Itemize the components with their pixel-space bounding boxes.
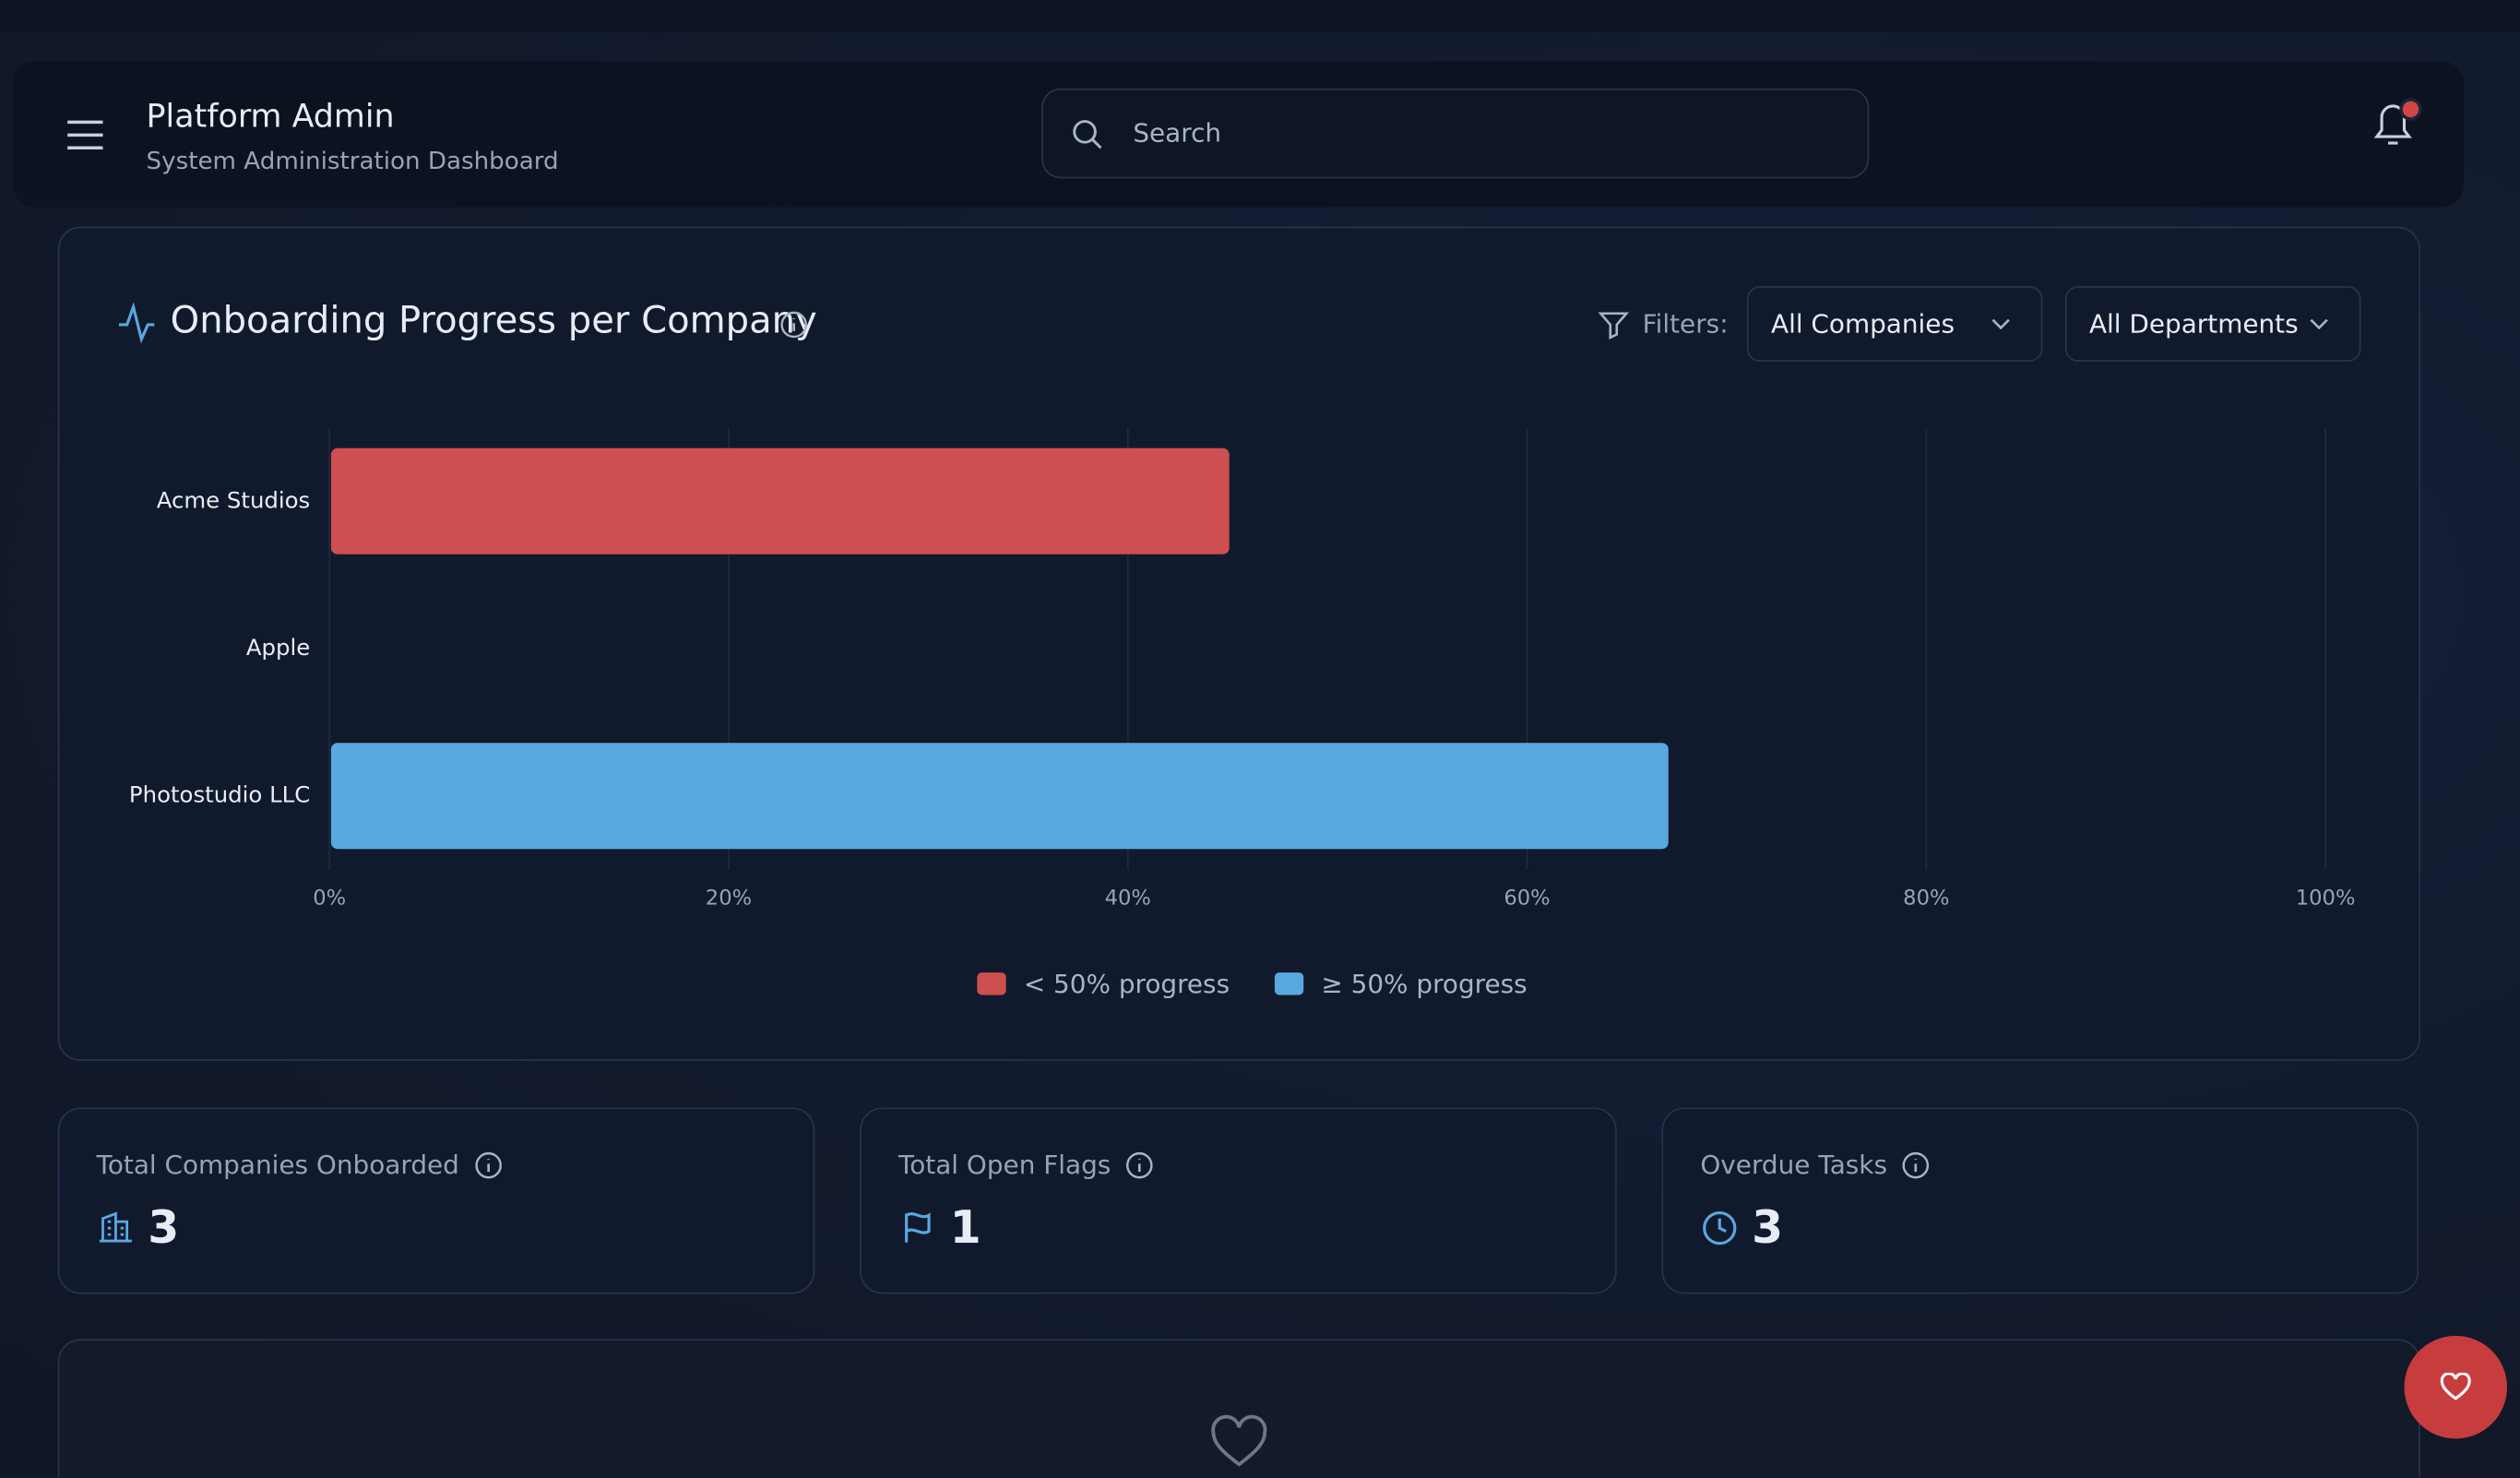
stat-card: Total Open Flags 1 [860,1107,1617,1294]
search-box[interactable]: Search [1041,88,1870,179]
info-icon[interactable] [472,1150,505,1182]
x-tick-label: 40% [1105,886,1151,910]
y-tick-label: Photostudio LLC [129,781,310,808]
info-icon[interactable] [778,309,810,341]
stat-icon [1703,1210,1737,1246]
app-subtitle: System Administration Dashboard [146,146,559,175]
bar-chart: 0% 20% 40% 60% 80% 100% Acme Studios Apple Photo… [129,427,2356,999]
info-icon[interactable] [1123,1150,1156,1182]
notification-bell[interactable] [2364,93,2429,158]
top-strip [0,0,2520,32]
dropdown-label: All Departments [2088,308,2299,340]
stat-value: 1 [949,1200,981,1254]
filter-icon [1598,312,1630,340]
company-dropdown[interactable]: All Companies [1746,286,2043,363]
menu-icon[interactable] [65,117,106,152]
stat-icon [100,1211,132,1243]
app-title: Platform Admin [146,96,395,136]
info-icon[interactable] [1899,1150,1932,1182]
search-icon [1073,120,1102,149]
chart-card: Onboarding Progress per Company Filters:… [57,226,2420,1061]
stat-label: Total Companies Onboarded [96,1149,459,1180]
chevron [2310,318,2328,330]
department-dropdown[interactable]: All Departments [2064,286,2361,363]
heart-icon [1211,1414,1267,1467]
favorite-button[interactable] [2404,1335,2507,1439]
x-tick-label: 100% [2296,886,2356,910]
dropdown-label: All Companies [1771,308,1955,340]
chevron [1991,318,2010,330]
stat-label: Total Open Flags [897,1149,1111,1180]
stat-icon [905,1212,931,1243]
stat-card: Overdue Tasks 3 [1661,1107,2419,1294]
bar [330,447,1230,554]
y-tick-label: Acme Studios [157,486,310,513]
activity-icon [118,302,155,344]
legend-swatch [977,972,1006,995]
stat-label: Overdue Tasks [1700,1149,1887,1180]
stat-card: Total Companies Onboarded 3 [57,1107,815,1294]
x-tick-label: 80% [1903,886,1949,910]
legend-swatch [1274,972,1304,995]
header: Platform Admin System Administration Das… [12,61,2464,208]
chart-title: Onboarding Progress per Company [170,300,817,343]
x-tick-label: 0% [313,886,346,910]
filters-label: Filters: [1642,308,1729,340]
legend: < 50% progress ≥ 50% progress [977,969,1527,999]
stat-value: 3 [1752,1200,1784,1254]
heart-icon [2440,1372,2471,1401]
x-tick-label: 60% [1504,886,1550,910]
search-placeholder: Search [1133,117,1222,149]
x-tick-label: 20% [706,886,752,910]
legend-label: ≥ 50% progress [1321,969,1527,999]
bar [330,743,1669,850]
bottom-card [57,1339,2420,1478]
legend-label: < 50% progress [1024,969,1230,999]
y-tick-label: Apple [246,634,310,661]
stat-value: 3 [148,1200,180,1254]
